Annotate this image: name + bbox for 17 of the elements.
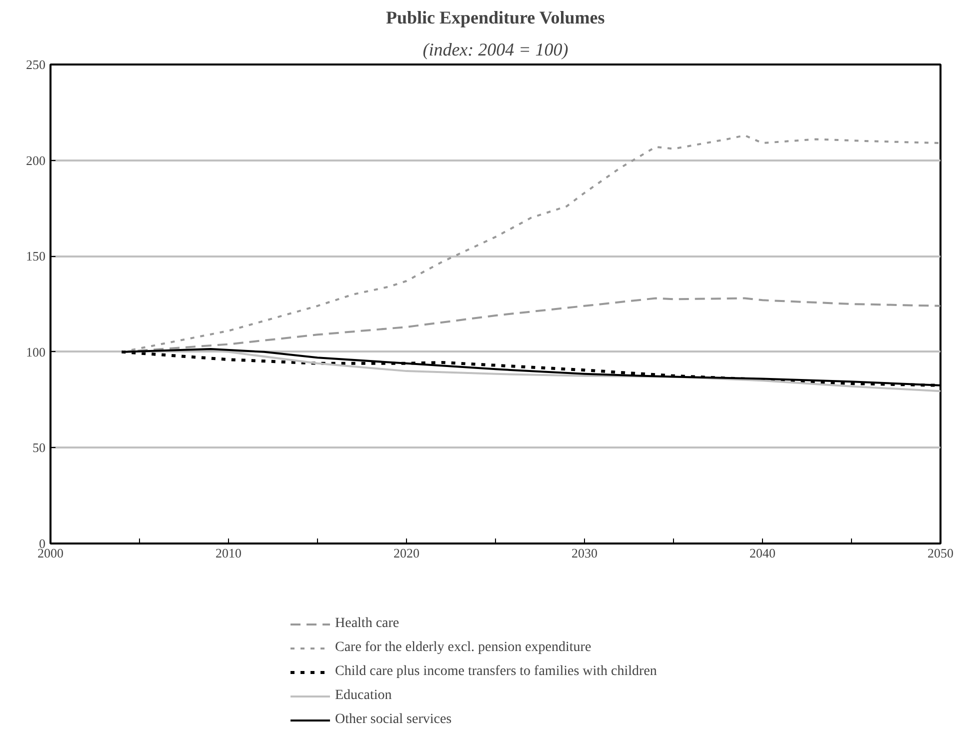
legend-label: Education — [335, 687, 392, 705]
chart-title: Public Expenditure Volumes — [386, 8, 605, 28]
legend-label: Care for the elderly excl. pension expenditure — [335, 639, 592, 657]
y-tick-label: 50 — [32, 440, 46, 456]
legend-label: Health care — [335, 615, 400, 633]
legend-label: Other social services — [335, 711, 452, 729]
legend-label: Child care plus income transfers to families with children — [335, 663, 657, 681]
y-tick-label: 200 — [26, 152, 46, 168]
chart-subtitle: (index: 2004 = 100) — [422, 40, 568, 60]
x-tick-label: 2010 — [216, 546, 242, 560]
x-tick-label: 2040 — [750, 546, 776, 560]
y-tick-label: 250 — [26, 57, 46, 72]
x-tick-label: 2050 — [928, 546, 954, 560]
y-tick-label: 150 — [26, 248, 46, 264]
x-tick-label: 2030 — [572, 546, 598, 560]
x-tick-label: 2020 — [394, 546, 420, 560]
y-tick-label: 100 — [26, 344, 46, 360]
